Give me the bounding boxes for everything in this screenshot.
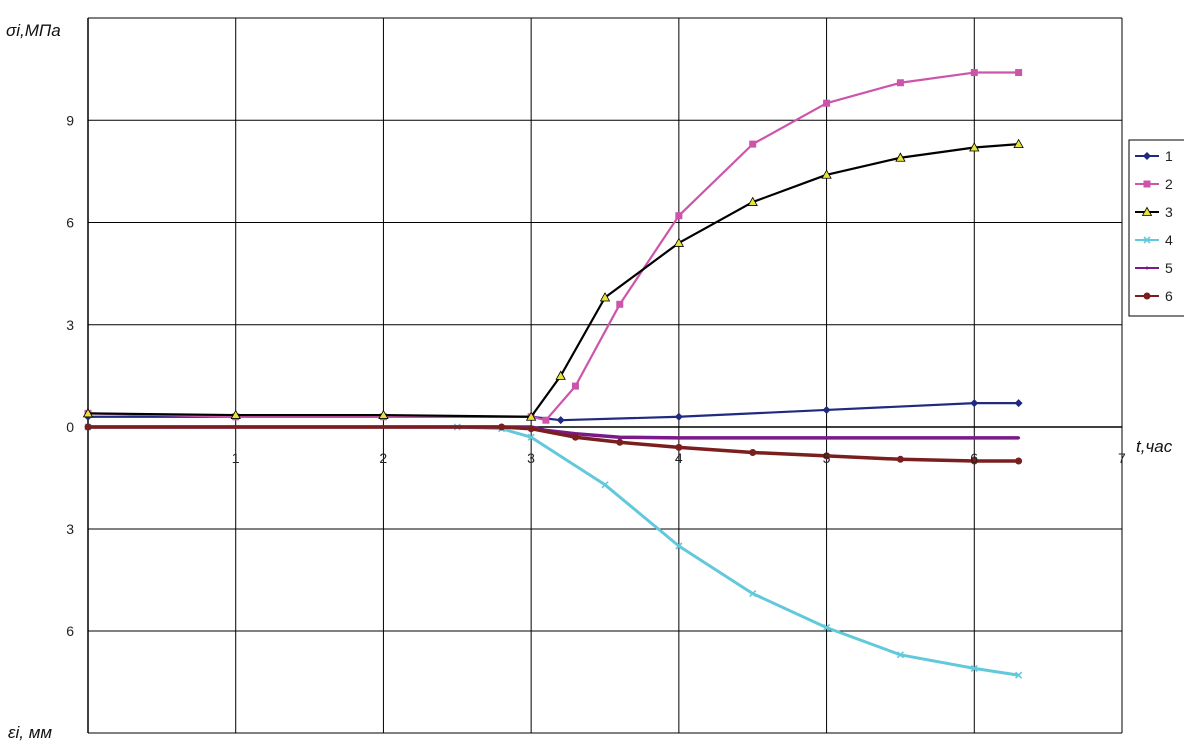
- data-point-2: [970, 69, 978, 77]
- data-point-3: [895, 152, 906, 162]
- data-point-1: [1014, 399, 1023, 408]
- y-tick-label-upper: 0: [66, 419, 74, 435]
- legend-swatch-marker: [1143, 180, 1151, 188]
- series-6: [84, 423, 1023, 465]
- data-point-6: [970, 457, 978, 465]
- series-line-3: [87, 143, 1019, 418]
- x-tick-label: 4: [675, 450, 683, 466]
- data-point-6: [675, 443, 683, 451]
- legend-item: 5: [1135, 260, 1173, 276]
- x-axis-label: t,час: [1136, 437, 1173, 456]
- data-point-6: [823, 452, 831, 460]
- x-tick-label: 7: [1118, 450, 1126, 466]
- legend-item: 2: [1135, 176, 1173, 192]
- data-point-3: [673, 237, 685, 247]
- legend-label: 2: [1165, 176, 1173, 192]
- data-point-4: [823, 624, 831, 632]
- data-point-2: [749, 140, 757, 148]
- series-4: [84, 423, 1023, 679]
- legend-swatch-marker: [1143, 236, 1151, 244]
- data-point-5: [825, 436, 829, 440]
- data-point-2: [823, 99, 831, 107]
- y-tick-label-upper: 3: [66, 317, 74, 333]
- data-point-1: [822, 405, 831, 414]
- data-point-2: [542, 416, 550, 424]
- legend-swatch-marker: [1141, 206, 1153, 216]
- y-tick-label-upper: 9: [66, 112, 74, 128]
- data-point-3: [525, 411, 537, 421]
- x-tick-label: 5: [823, 450, 831, 466]
- data-point-6: [571, 433, 579, 441]
- data-point-4: [675, 542, 683, 550]
- data-point-4: [1015, 671, 1023, 679]
- data-point-6: [498, 423, 506, 431]
- data-point-2: [571, 382, 579, 390]
- data-point-4: [896, 651, 904, 659]
- data-point-6: [84, 423, 92, 431]
- data-point-3: [378, 409, 389, 419]
- y-axis-label-top: σi,МПа: [6, 21, 61, 40]
- legend-item: 1: [1135, 148, 1173, 164]
- y-tick-label-lower: 6: [66, 623, 74, 639]
- series-line-4: [88, 425, 1019, 677]
- legend-item: 4: [1135, 232, 1173, 248]
- data-point-6: [527, 425, 535, 433]
- data-point-3: [747, 196, 758, 206]
- data-point-6: [896, 455, 904, 463]
- data-point-3: [969, 142, 980, 152]
- data-point-6: [749, 449, 757, 456]
- data-point-3: [555, 370, 566, 380]
- legend-label: 3: [1165, 204, 1173, 220]
- tick-labels: 1 2 3 4 5 6 7 0 3 6 9 3 6: [66, 112, 1126, 639]
- x-tick-label: 6: [970, 450, 978, 466]
- axes: [87, 17, 1122, 733]
- data-point-4: [749, 590, 757, 598]
- legend-swatch-marker: [1145, 266, 1149, 270]
- data-point-6: [1015, 457, 1023, 465]
- x-tick-label: 2: [379, 450, 387, 466]
- x-tick-label: 3: [527, 450, 535, 466]
- x-tick-label: 1: [232, 450, 240, 466]
- legend-label: 4: [1165, 232, 1173, 248]
- data-point-5: [677, 436, 681, 440]
- series-line-2: [87, 71, 1019, 422]
- data-point-2: [896, 79, 904, 87]
- data-point-3: [230, 409, 241, 419]
- data-point-2: [1015, 69, 1023, 77]
- data-point-3: [599, 292, 611, 302]
- legend-swatch-marker: [1143, 152, 1151, 160]
- series-layer: [82, 69, 1024, 679]
- legend-label: 5: [1165, 260, 1173, 276]
- data-point-3: [82, 408, 94, 418]
- data-point-5: [972, 436, 976, 440]
- data-point-5: [618, 435, 622, 439]
- legend: 1 2 3 4 5 6: [1128, 139, 1184, 317]
- data-point-2: [675, 212, 683, 220]
- y-tick-label-upper: 6: [66, 215, 74, 231]
- y-axis-label-bottom: εi, мм: [8, 723, 52, 742]
- y-tick-label-lower: 3: [66, 521, 74, 537]
- series-line-6: [88, 425, 1019, 463]
- legend-box: [1128, 139, 1184, 317]
- data-point-3: [821, 169, 832, 179]
- data-point-1: [556, 416, 565, 425]
- data-point-1: [970, 399, 979, 408]
- data-point-1: [674, 412, 683, 421]
- data-point-5: [1017, 436, 1021, 440]
- data-point-4: [527, 433, 535, 441]
- legend-label: 6: [1165, 288, 1173, 304]
- grid: [88, 17, 1123, 734]
- data-point-4: [970, 664, 978, 672]
- data-point-2: [616, 300, 624, 308]
- data-point-4: [601, 481, 609, 489]
- series-2: [84, 69, 1023, 424]
- data-point-6: [616, 438, 624, 446]
- series-3: [82, 138, 1024, 421]
- data-point-3: [1013, 138, 1024, 149]
- legend-item: 3: [1135, 204, 1173, 220]
- legend-item: 6: [1135, 288, 1173, 304]
- legend-swatch-marker: [1143, 292, 1151, 300]
- legend-label: 1: [1165, 148, 1173, 164]
